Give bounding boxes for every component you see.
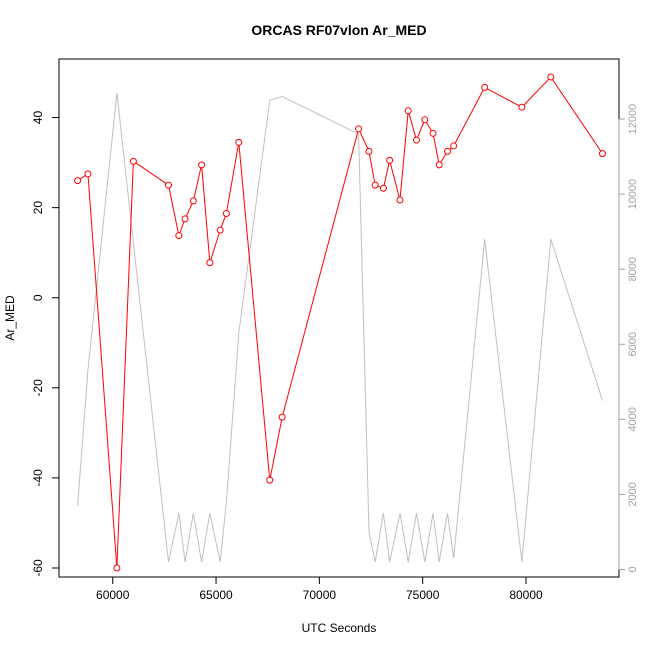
data-point — [181, 215, 189, 223]
x-axis: 60000 65000 70000 75000 80000 — [96, 576, 543, 602]
data-point — [198, 161, 206, 169]
data-point — [379, 184, 387, 192]
series-segment — [408, 113, 417, 138]
data-point — [443, 147, 451, 155]
series-segment — [179, 221, 185, 233]
data-point — [216, 226, 224, 234]
series-line-right — [77, 92, 603, 563]
x-axis-label: UTC Seconds — [302, 621, 377, 635]
data-point — [365, 147, 373, 155]
series-segment — [440, 153, 447, 163]
data-point — [421, 116, 429, 124]
data-point — [175, 232, 183, 240]
series-segment — [389, 163, 400, 198]
data-point — [429, 129, 437, 137]
series-segment — [399, 113, 409, 198]
series-segment — [425, 122, 432, 132]
x-tick-label: 65000 — [199, 588, 233, 602]
y2-axis: 0 2000 4000 6000 8000 10000 12000 — [618, 104, 639, 573]
series-segment — [433, 136, 440, 163]
x-tick-label: 80000 — [509, 588, 543, 602]
series-segment — [269, 419, 283, 478]
y-axis-label: Ar_MED — [3, 295, 17, 341]
y-tick-label: 40 — [31, 111, 45, 125]
data-point — [129, 157, 137, 165]
data-point — [518, 103, 526, 111]
series-segment — [116, 164, 134, 566]
y2-tick-label: 10000 — [627, 179, 639, 210]
series-segment — [552, 79, 602, 152]
series-segment — [417, 122, 425, 138]
data-point — [355, 125, 363, 133]
y2-tick-label: 2000 — [627, 482, 639, 506]
y2-tick-label: 6000 — [627, 332, 639, 356]
series-segment — [87, 176, 118, 566]
x-tick-label: 75000 — [406, 588, 440, 602]
series-segment — [359, 131, 369, 149]
data-point — [412, 136, 420, 144]
series-segment — [135, 162, 167, 184]
data-point — [84, 170, 92, 178]
data-point — [235, 138, 243, 146]
y-tick-label: 0 — [31, 294, 45, 301]
y-tick-label: -60 — [31, 559, 45, 577]
y2-tick-label: 0 — [627, 566, 639, 572]
series-segment — [383, 163, 390, 186]
series-segment — [282, 131, 359, 415]
series-segment — [238, 145, 270, 478]
data-point — [396, 196, 404, 204]
series-segment — [220, 216, 226, 228]
data-point — [371, 181, 379, 189]
data-point — [435, 161, 443, 169]
series-segment — [369, 154, 376, 183]
data-point — [189, 197, 197, 205]
series-segment — [454, 89, 484, 144]
y-axis: -60 -40 -20 0 20 40 — [31, 111, 60, 577]
y2-tick-label: 12000 — [627, 104, 639, 135]
data-point — [450, 142, 458, 150]
data-point — [598, 150, 606, 158]
data-point — [113, 564, 121, 572]
series-segment — [193, 167, 202, 199]
data-point — [74, 177, 82, 185]
plot-frame — [58, 58, 620, 578]
y-tick-label: -40 — [31, 469, 45, 487]
y-tick-label: 20 — [31, 201, 45, 215]
y2-tick-label: 8000 — [627, 257, 639, 281]
chart-title: ORCAS RF07vlon Ar_MED — [251, 22, 426, 38]
series-segment — [226, 145, 239, 211]
data-point — [404, 107, 412, 115]
series-layer — [74, 73, 606, 572]
data-point — [206, 259, 214, 267]
y2-tick-label: 4000 — [627, 407, 639, 431]
x-tick-label: 70000 — [303, 588, 337, 602]
data-point — [386, 156, 394, 164]
data-point — [266, 476, 274, 484]
series-segment — [79, 175, 86, 180]
series-segment — [487, 88, 520, 107]
series-segment — [210, 232, 220, 260]
series-segment — [523, 78, 550, 106]
x-tick-label: 60000 — [96, 588, 130, 602]
series-segment — [168, 187, 179, 233]
data-point — [222, 209, 230, 217]
data-point — [278, 413, 286, 421]
data-point — [165, 181, 173, 189]
series-segment — [185, 203, 193, 217]
y-tick-label: -20 — [31, 379, 45, 397]
data-point — [481, 83, 489, 91]
series-segment — [201, 167, 211, 260]
data-point — [547, 73, 555, 81]
